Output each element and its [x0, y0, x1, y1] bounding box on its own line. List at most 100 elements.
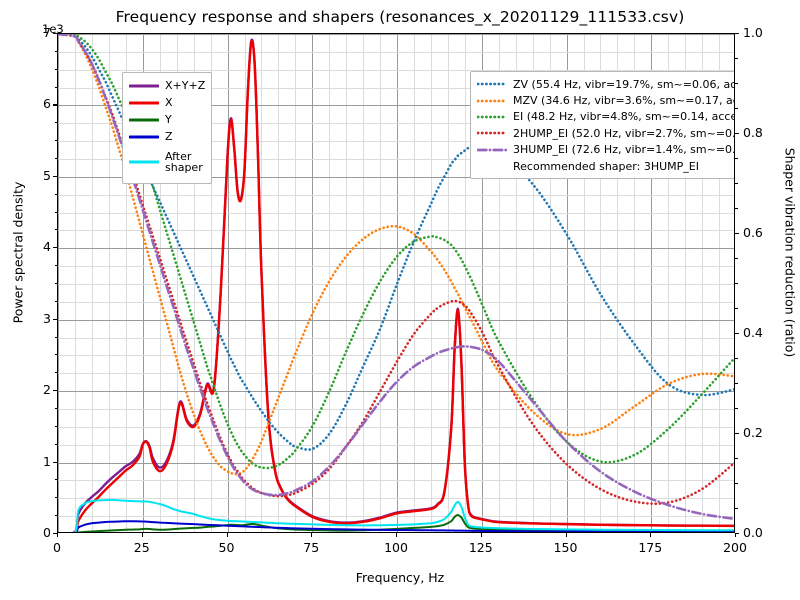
y-tick-minor — [54, 86, 57, 88]
y2-tick-label: 0.4 — [743, 325, 763, 340]
y-tick-minor — [54, 265, 57, 267]
gridline-horizontal — [58, 34, 734, 35]
x-tick-mark — [396, 533, 398, 537]
gridline-horizontal — [58, 194, 734, 196]
legend-item-label: Y — [165, 113, 172, 126]
legend-item[interactable]: Y — [128, 111, 205, 128]
legend-line-sample — [476, 115, 508, 119]
gridline-vertical — [312, 34, 314, 532]
gridline-vertical — [532, 34, 534, 532]
y2-tick-minor — [735, 308, 738, 309]
legend-item[interactable]: 3HUMP_EI (72.6 Hz, vibr=1.4%, sm~=0.16, … — [476, 142, 734, 158]
legend-swatch-icon — [128, 156, 160, 168]
legend-swatch-icon — [476, 144, 508, 156]
legend-swatch-icon — [128, 131, 160, 143]
gridline-horizontal — [58, 230, 734, 232]
y-tick-minor — [54, 193, 57, 195]
y2-tick-label: 0.6 — [743, 225, 763, 240]
series-line-after-shaper — [74, 498, 734, 532]
gridline-horizontal — [58, 426, 734, 428]
y-tick-minor — [54, 354, 57, 356]
legend-item[interactable]: Z — [128, 128, 205, 145]
y-tick-mark — [53, 318, 57, 320]
gridline-vertical — [685, 34, 687, 532]
y-tick-minor — [54, 372, 57, 374]
series-line-z — [75, 520, 734, 532]
y-tick-minor — [54, 300, 57, 302]
legend-swatch-icon — [476, 127, 508, 139]
y-tick-label: 4 — [43, 239, 51, 255]
legend-item[interactable]: EI (48.2 Hz, vibr=4.8%, sm~=0.14, accel<… — [476, 109, 734, 125]
y2-tick-minor — [735, 408, 738, 409]
gridline-horizontal — [58, 266, 734, 268]
gridline-horizontal — [58, 301, 734, 303]
legend-item[interactable]: X — [128, 94, 205, 111]
y2-tick-minor — [735, 258, 738, 259]
x-tick-label: 100 — [384, 540, 408, 555]
series-line-y — [77, 514, 734, 532]
gridline-vertical — [634, 34, 636, 532]
x-tick-mark — [226, 533, 228, 537]
y-tick-label: 1 — [43, 453, 51, 469]
x-tick-label: 200 — [723, 540, 747, 555]
y-tick-minor — [54, 122, 57, 124]
gridline-vertical — [210, 34, 212, 532]
gridline-vertical — [668, 34, 670, 532]
gridline-vertical — [108, 34, 110, 532]
legend-item[interactable]: 2HUMP_EI (52.0 Hz, vibr=2.7%, sm~=0.20, … — [476, 125, 734, 141]
gridline-vertical — [583, 34, 585, 532]
y2-tick-mark — [735, 33, 739, 35]
plot-area: X+Y+Z X Y Z After shaper ZV (55.4 Hz, vi… — [57, 33, 735, 533]
y2-tick-mark — [735, 533, 739, 535]
x-tick-label: 175 — [638, 540, 663, 555]
y2-tick-minor — [735, 383, 738, 384]
x-tick-mark — [650, 533, 652, 537]
gridline-horizontal — [58, 462, 734, 464]
legend-item[interactable]: After shaper — [128, 145, 205, 179]
gridline-vertical — [58, 34, 59, 532]
x-tick-label: 50 — [218, 540, 235, 555]
y2-axis-label: Shaper vibration reduction (ratio) — [782, 147, 798, 358]
y-tick-minor — [54, 68, 57, 70]
y2-tick-minor — [735, 108, 738, 109]
legend-line-sample — [476, 131, 508, 135]
gridline-horizontal — [58, 337, 734, 339]
axis-legend[interactable]: X+Y+Z X Y Z After shaper — [122, 72, 213, 184]
gridline-vertical — [515, 34, 517, 532]
gridline-vertical — [600, 34, 602, 532]
gridline-vertical — [481, 34, 483, 532]
legend-item[interactable]: X+Y+Z — [128, 77, 205, 94]
gridline-vertical — [193, 34, 195, 532]
y-tick-mark — [53, 33, 57, 35]
legend-item[interactable]: MZV (34.6 Hz, vibr=3.6%, sm~=0.17, accel… — [476, 92, 734, 108]
legend-line-sample — [128, 160, 160, 164]
y-tick-mark — [53, 533, 57, 535]
gridline-vertical — [278, 34, 280, 532]
gridline-vertical — [74, 34, 76, 532]
y-tick-mark — [53, 104, 57, 106]
y-tick-label: 5 — [43, 167, 51, 183]
legend-swatch-icon — [476, 95, 508, 107]
gridline-horizontal — [58, 391, 734, 393]
x-tick-mark — [735, 533, 737, 537]
gridline-horizontal — [58, 444, 734, 446]
gridline-horizontal — [58, 87, 734, 89]
gridline-vertical — [413, 34, 415, 532]
gridline-vertical — [125, 34, 127, 532]
x-axis-label: Frequency, Hz — [355, 570, 445, 585]
legend-item-label: MZV (34.6 Hz, vibr=3.6%, sm~=0.17, accel… — [513, 94, 734, 108]
y2-tick-mark — [735, 433, 739, 435]
legend-item-label: ZV (55.4 Hz, vibr=19.7%, sm~=0.06, accel… — [513, 77, 734, 91]
y-tick-minor — [54, 336, 57, 338]
legend-swatch-icon — [128, 114, 160, 126]
gridline-vertical — [159, 34, 161, 532]
y2-tick-minor — [735, 358, 738, 359]
chart-title: Frequency response and shapers (resonanc… — [115, 8, 685, 26]
y-axis-exponent-label: 1e3 — [42, 22, 64, 36]
shaper-legend[interactable]: ZV (55.4 Hz, vibr=19.7%, sm~=0.06, accel… — [470, 71, 734, 180]
y-tick-mark — [53, 390, 57, 392]
legend-item-label: X — [165, 96, 173, 109]
legend-item[interactable]: ZV (55.4 Hz, vibr=19.7%, sm~=0.06, accel… — [476, 76, 734, 92]
y-tick-minor — [54, 158, 57, 159]
